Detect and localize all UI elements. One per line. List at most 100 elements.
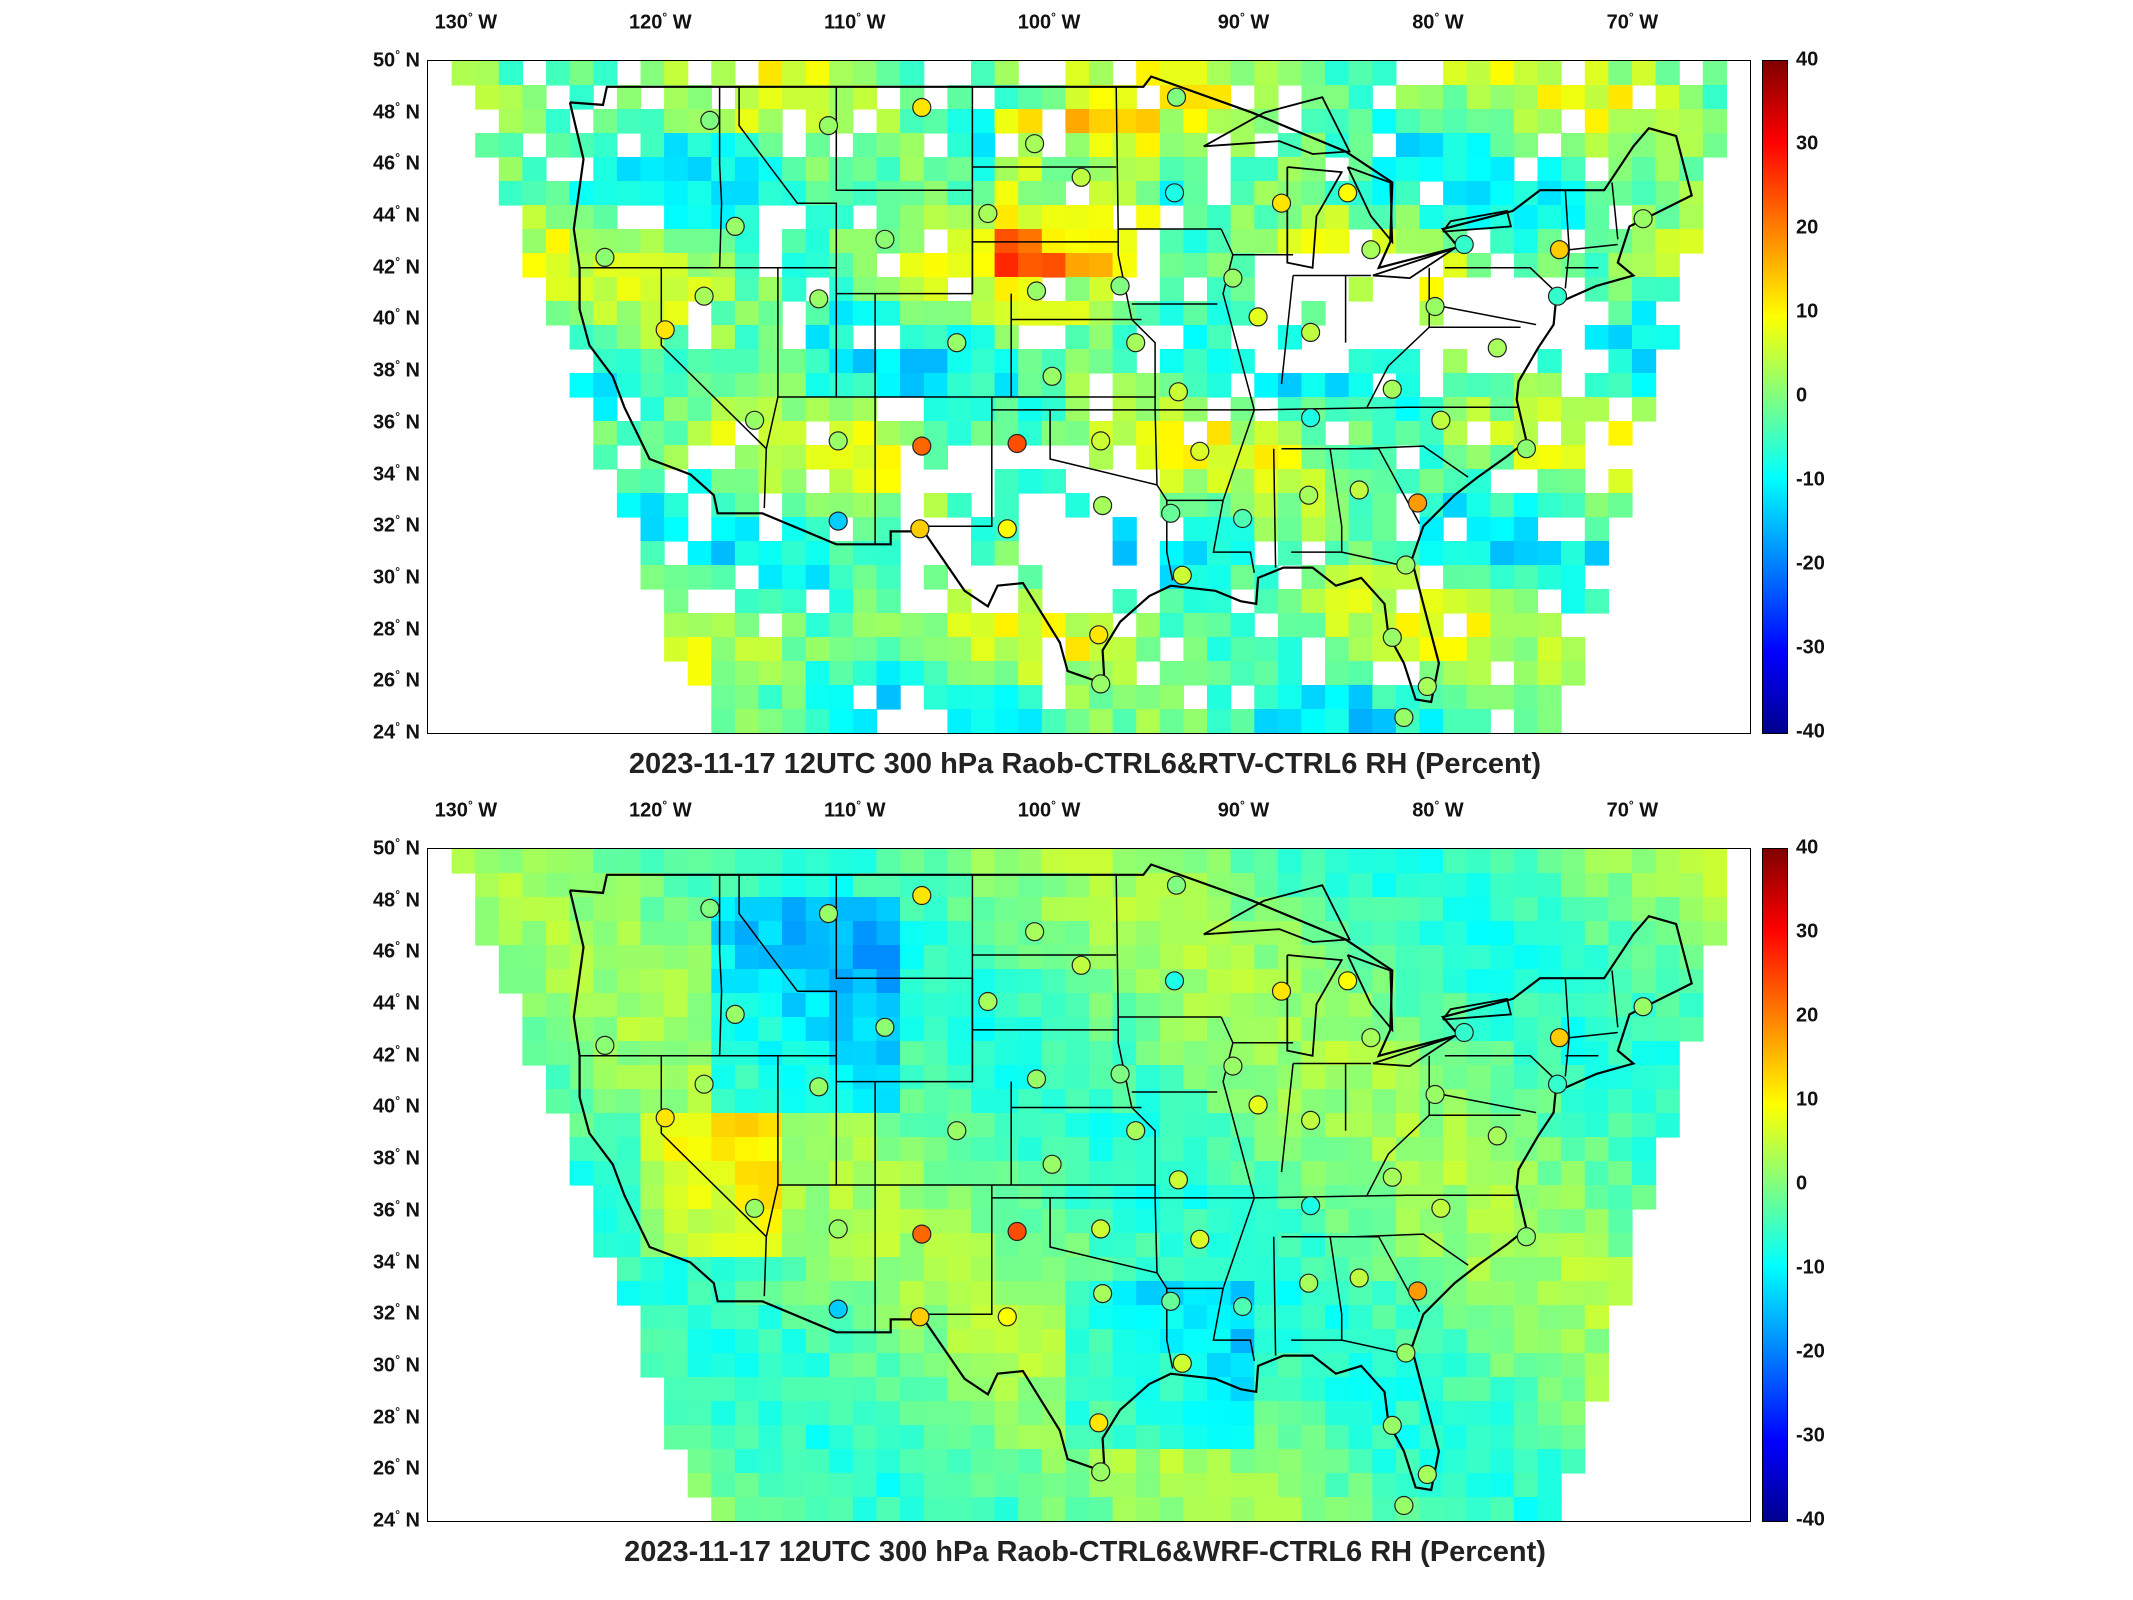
field-cell (900, 325, 925, 350)
field-cell (1395, 181, 1421, 206)
field-cell (1561, 1329, 1586, 1354)
field-cell (971, 61, 996, 86)
field-cell (1041, 205, 1066, 230)
field-cell (1419, 157, 1444, 182)
field-cell (1089, 1353, 1114, 1378)
field-cell (923, 1113, 948, 1138)
raob-station-marker (1007, 1221, 1027, 1242)
field-cell (829, 253, 854, 278)
field-cell (1679, 205, 1704, 230)
field-cell (1089, 873, 1114, 898)
field-cell (1065, 61, 1090, 86)
field-cell (1584, 1281, 1609, 1306)
field-cell (640, 493, 665, 518)
field-cell (900, 61, 925, 86)
field-cell (640, 349, 665, 374)
field-cell (1561, 1257, 1586, 1282)
field-cell (1112, 1473, 1137, 1498)
field-cell (876, 373, 901, 398)
field-cell (734, 1161, 760, 1186)
field-cell (805, 1449, 830, 1474)
field-cell (900, 1185, 925, 1210)
field-cell (1419, 205, 1444, 230)
field-cell (1112, 253, 1137, 278)
field-cell (1041, 253, 1066, 278)
field-cell (805, 969, 830, 994)
field-cell (1159, 109, 1184, 134)
field-cell (1395, 1137, 1421, 1162)
field-cell (1065, 1065, 1090, 1090)
field-cell (1466, 445, 1491, 470)
field-cell (1419, 897, 1444, 922)
field-cell (664, 1041, 689, 1066)
field-cell (1655, 277, 1680, 302)
field-cell (1207, 373, 1232, 398)
field-cell (900, 229, 925, 254)
field-cell (664, 565, 689, 590)
field-cell (1277, 469, 1303, 494)
field-cell (1679, 897, 1704, 922)
field-cell (1419, 133, 1444, 158)
field-cell (1230, 205, 1255, 230)
field-cell (852, 1401, 878, 1426)
field-cell (1065, 253, 1090, 278)
field-cell (758, 1161, 783, 1186)
field-cell (1372, 1113, 1397, 1138)
latitude-tick-label: 34° N (372, 1249, 420, 1273)
field-cell (546, 873, 571, 898)
field-cell (876, 897, 901, 922)
field-cell (711, 397, 736, 422)
field-cell (711, 301, 736, 326)
field-cell (1655, 1089, 1680, 1114)
field-cell (805, 1377, 830, 1402)
field-cell (664, 421, 689, 446)
field-cell (1230, 1161, 1255, 1186)
field-cell (1372, 1281, 1397, 1306)
field-cell (900, 133, 925, 158)
field-cell (1207, 849, 1232, 874)
raob-station-marker (828, 1219, 848, 1239)
longitude-tick-label: 100° W (1017, 798, 1081, 822)
field-cell (522, 109, 547, 134)
field-cell (1632, 325, 1657, 350)
field-cell (1466, 589, 1491, 614)
field-cell (900, 1137, 925, 1162)
field-cell (852, 1497, 878, 1521)
field-cell (829, 945, 854, 970)
field-cell (1325, 1449, 1350, 1474)
field-cell (1018, 349, 1043, 374)
field-cell (1537, 1305, 1562, 1330)
field-cell (687, 1209, 712, 1234)
field-cell (1041, 85, 1066, 110)
field-cell (1254, 637, 1279, 662)
field-cell (1254, 1017, 1279, 1042)
field-cell (1395, 945, 1421, 970)
field-cell (640, 897, 665, 922)
field-cell (1537, 157, 1562, 182)
field-cell (616, 921, 642, 946)
field-cell (805, 133, 830, 158)
field-cell (947, 181, 972, 206)
field-cell (1395, 1257, 1421, 1282)
field-cell (664, 873, 689, 898)
field-cell (1325, 849, 1350, 874)
field-cell (1089, 61, 1114, 86)
field-cell (1443, 493, 1468, 518)
field-cell (1159, 445, 1184, 470)
field-cell (1632, 1041, 1657, 1066)
lake-outline (1286, 166, 1344, 269)
field-cell (1419, 1257, 1444, 1282)
field-cell (994, 1329, 1019, 1354)
field-cell (1230, 661, 1255, 686)
field-cell (994, 469, 1019, 494)
field-cell (1561, 897, 1586, 922)
field-cell (711, 1449, 736, 1474)
field-cell (1372, 1449, 1397, 1474)
field-cell (640, 1017, 665, 1042)
field-cell (1702, 897, 1727, 922)
field-cell (900, 1353, 925, 1378)
field-cell (805, 61, 830, 86)
field-cell (1112, 1305, 1137, 1330)
raob-station-marker (1042, 1154, 1062, 1174)
field-cell (1089, 1113, 1114, 1138)
